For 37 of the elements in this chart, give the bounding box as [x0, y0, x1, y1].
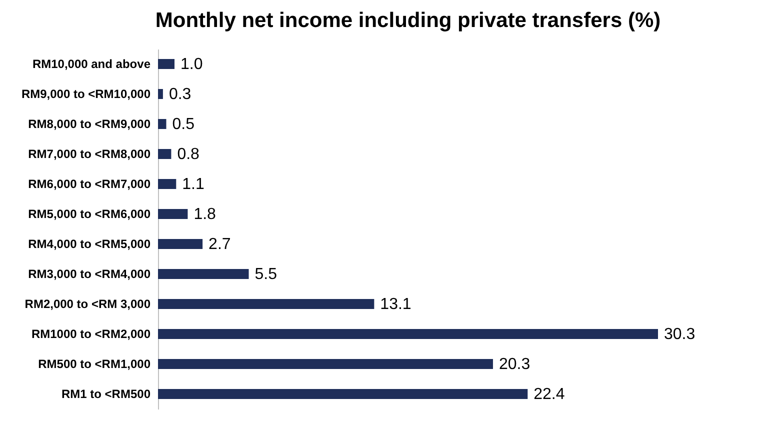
y-tick-label: RM4,000 to <RM5,000: [28, 237, 151, 251]
y-tick-label: RM3,000 to <RM4,000: [28, 267, 151, 281]
data-label: 22.4: [534, 386, 565, 403]
bar: [158, 209, 188, 219]
y-tick-label: RM10,000 and above: [32, 57, 151, 71]
y-tick-label: RM6,000 to <RM7,000: [28, 177, 151, 191]
y-tick-label: RM2,000 to <RM 3,000: [24, 297, 151, 311]
data-label: 30.3: [664, 326, 696, 343]
data-label: 13.1: [380, 296, 412, 313]
y-tick-label: RM8,000 to <RM9,000: [28, 117, 151, 131]
bar: [158, 119, 166, 129]
bar: [158, 59, 174, 69]
data-label: 1.8: [194, 206, 216, 223]
y-tick-label: RM1000 to <RM2,000: [31, 327, 151, 341]
bar: [158, 329, 658, 339]
bar: [158, 269, 249, 279]
data-label: 0.5: [172, 116, 195, 133]
bar: [158, 149, 172, 159]
y-tick-label: RM5,000 to <RM6,000: [28, 207, 151, 221]
data-label: 2.7: [208, 236, 231, 253]
data-label: 0.8: [177, 146, 200, 163]
data-label: 1.0: [180, 56, 203, 73]
y-tick-label: RM1 to <RM500: [61, 387, 151, 401]
bar: [158, 299, 374, 309]
bar: [158, 239, 203, 249]
chart-title: Monthly net income including private transfers (%): [155, 9, 661, 32]
data-label: 0.3: [168, 86, 192, 103]
data-label: 5.5: [254, 266, 278, 283]
bar: [158, 389, 528, 399]
bar: [158, 89, 163, 99]
bar: [158, 179, 176, 189]
y-tick-label: RM9,000 to <RM10,000: [21, 87, 151, 101]
data-label: 1.1: [182, 176, 204, 193]
bar: [158, 359, 493, 369]
data-label: 20.3: [498, 356, 530, 373]
y-tick-label: RM500 to <RM1,000: [38, 357, 151, 371]
y-tick-label: RM7,000 to <RM8,000: [28, 147, 151, 161]
